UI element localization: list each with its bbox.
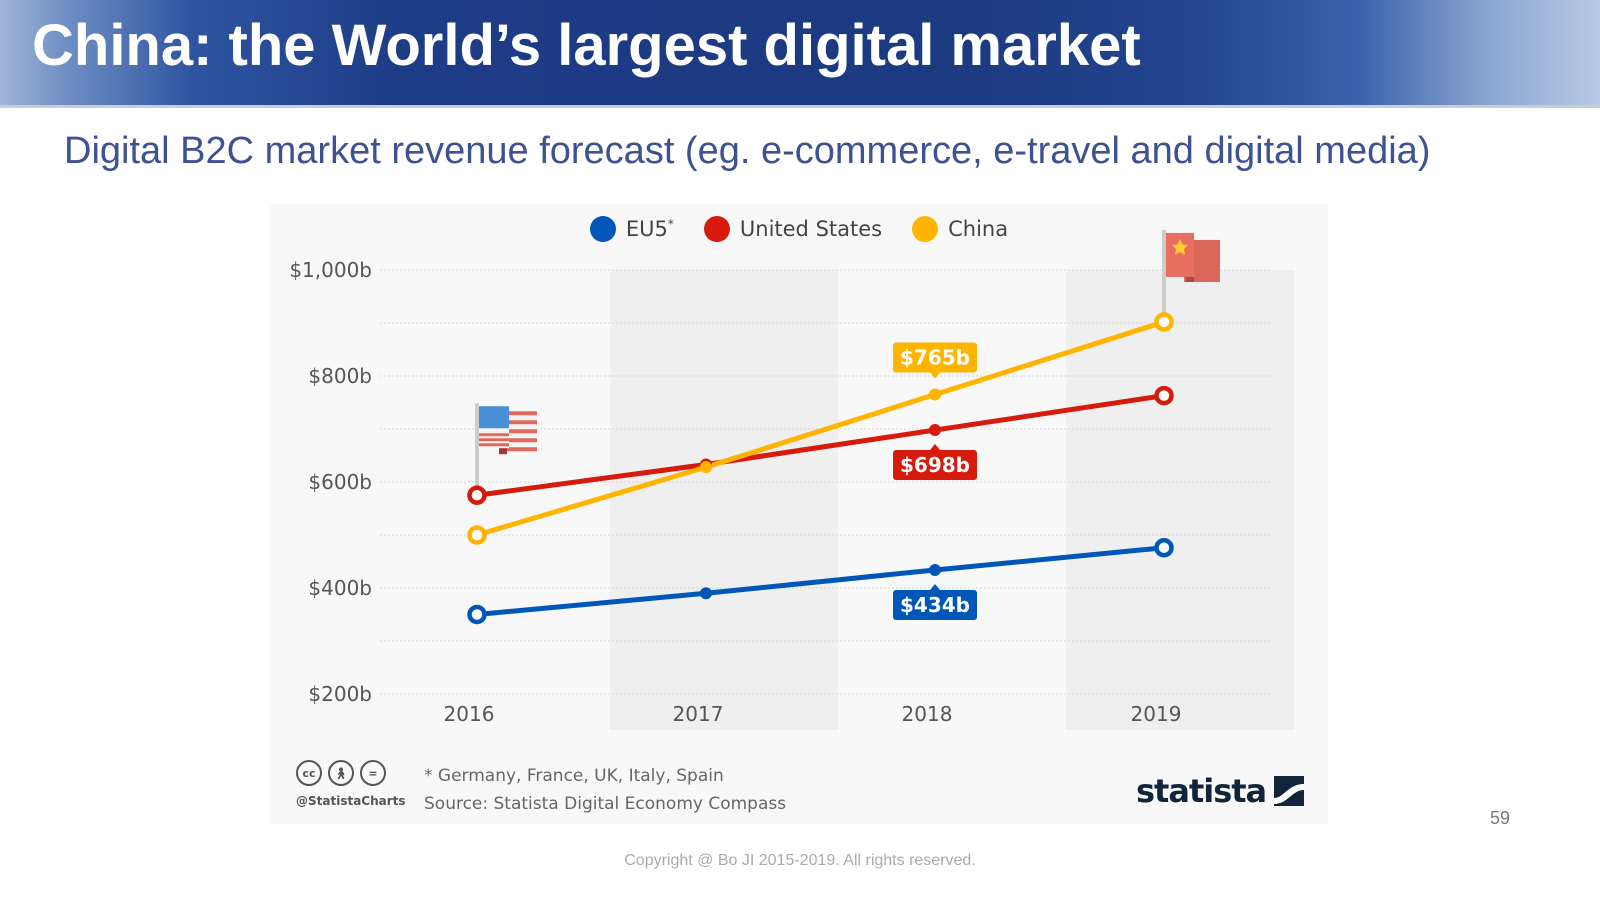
value-label-pointer xyxy=(930,372,940,379)
value-label-pointer xyxy=(930,583,940,590)
value-label-box xyxy=(893,342,977,373)
y-tick-label: $400b xyxy=(308,576,372,600)
x-tick-label: 2019 xyxy=(1131,702,1182,726)
legend-marker-united-states xyxy=(703,216,730,242)
legend-label-china: China xyxy=(948,217,1009,241)
series-line-united-states xyxy=(476,393,1165,498)
data-point xyxy=(467,485,487,505)
creative-commons-icons: cc 🚶︎ = xyxy=(296,760,386,786)
legend-label-eu5: EU5* xyxy=(625,217,674,241)
chart-card: $200b $400b $600b $800b $1,000b 2016 2017 2018 2… xyxy=(270,204,1328,824)
legend-marker-eu5 xyxy=(589,216,616,242)
series-line-china xyxy=(476,319,1165,538)
data-point xyxy=(929,388,941,401)
page-number: 59 xyxy=(1490,808,1511,828)
legend-label-united-states: United States xyxy=(739,217,883,241)
data-point xyxy=(467,604,487,625)
value-label-pointer xyxy=(930,444,940,451)
footnote-source: Source: Statista Digital Economy Compass xyxy=(424,794,787,814)
data-point xyxy=(929,563,941,576)
data-point xyxy=(929,424,941,437)
data-point xyxy=(1154,537,1174,558)
value-label-box xyxy=(893,589,977,620)
us-flag-icon xyxy=(479,406,537,455)
footnote-note: * Germany, France, UK, Italy, Spain xyxy=(424,766,724,786)
line-chart: $200b $400b $600b $800b $1,000b 2016 2017 2018 2… xyxy=(289,229,1294,730)
y-tick-label: $200b xyxy=(308,682,372,706)
chart-footnote: * Germany, France, UK, Italy, Spain Sour… xyxy=(424,762,786,818)
x-tick-label: 2017 xyxy=(673,702,724,726)
copyright-notice: Copyright @ Bo JI 2015-2019. All rights … xyxy=(624,852,976,869)
column-band xyxy=(1066,270,1294,730)
value-label: $698b xyxy=(900,453,970,477)
statista-logo: statista xyxy=(1136,772,1305,810)
data-point xyxy=(700,461,712,474)
legend-item-united-states: United States xyxy=(703,216,883,242)
series-line-eu5 xyxy=(476,545,1165,617)
x-tick-label: 2018 xyxy=(902,702,953,726)
legend-item-china: China xyxy=(912,216,1008,242)
statista-logo-icon xyxy=(1274,776,1305,806)
slide-subtitle: Digital B2C market revenue forecast (eg.… xyxy=(64,130,1431,172)
legend-marker-china xyxy=(912,216,939,242)
column-band xyxy=(610,270,838,730)
chart-legend: EU5* United States China xyxy=(270,216,1328,242)
slide-title: China: the World’s largest digital marke… xyxy=(32,13,1141,78)
value-label: $434b xyxy=(900,593,970,617)
y-tick-label: $1,000b xyxy=(289,258,372,282)
data-point xyxy=(1154,385,1174,406)
statista-wordmark: statista xyxy=(1136,772,1267,810)
data-point xyxy=(1154,312,1174,332)
value-label: $765b xyxy=(900,346,970,370)
nd-icon: = xyxy=(360,760,386,786)
data-point xyxy=(467,525,487,545)
statista-handle: @StatistaCharts xyxy=(296,794,406,808)
cc-icon: cc xyxy=(296,760,322,786)
title-banner: China: the World’s largest digital marke… xyxy=(0,0,1600,108)
value-label-box xyxy=(893,450,977,481)
china-flag-icon xyxy=(1166,232,1220,282)
data-point xyxy=(700,587,712,600)
x-tick-label: 2016 xyxy=(444,702,495,726)
by-icon: 🚶︎ xyxy=(328,760,354,786)
y-tick-label: $600b xyxy=(308,470,372,494)
y-tick-label: $800b xyxy=(308,364,372,388)
legend-item-eu5: EU5* xyxy=(589,216,674,242)
